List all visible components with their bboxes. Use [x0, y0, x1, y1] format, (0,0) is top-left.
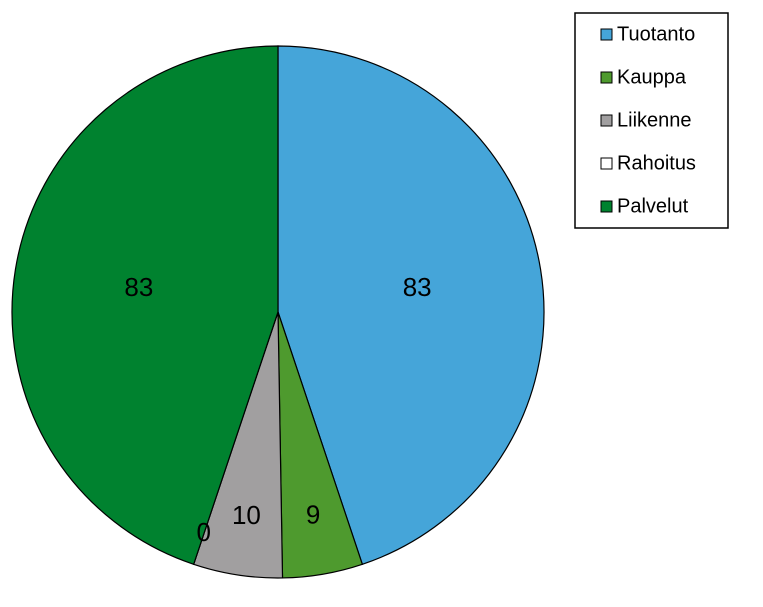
data-label: 0: [197, 517, 211, 547]
legend-swatch: [600, 200, 613, 213]
data-label: 83: [124, 272, 153, 302]
legend-swatch: [600, 71, 613, 84]
pie-slice: [11, 45, 279, 566]
data-label: 10: [232, 500, 261, 530]
legend-label: Rahoitus: [617, 152, 696, 174]
legend-swatch: [600, 114, 613, 127]
legend-swatch: [600, 28, 613, 41]
legend-label: Palvelut: [617, 195, 689, 217]
pie-slice: [277, 45, 545, 566]
legend-label: Tuotanto: [617, 23, 695, 45]
data-label: 9: [306, 499, 320, 529]
data-label: 83: [403, 272, 432, 302]
legend-label: Liikenne: [617, 109, 692, 131]
legend-swatch: [600, 157, 613, 170]
legend-label: Kauppa: [617, 66, 687, 88]
